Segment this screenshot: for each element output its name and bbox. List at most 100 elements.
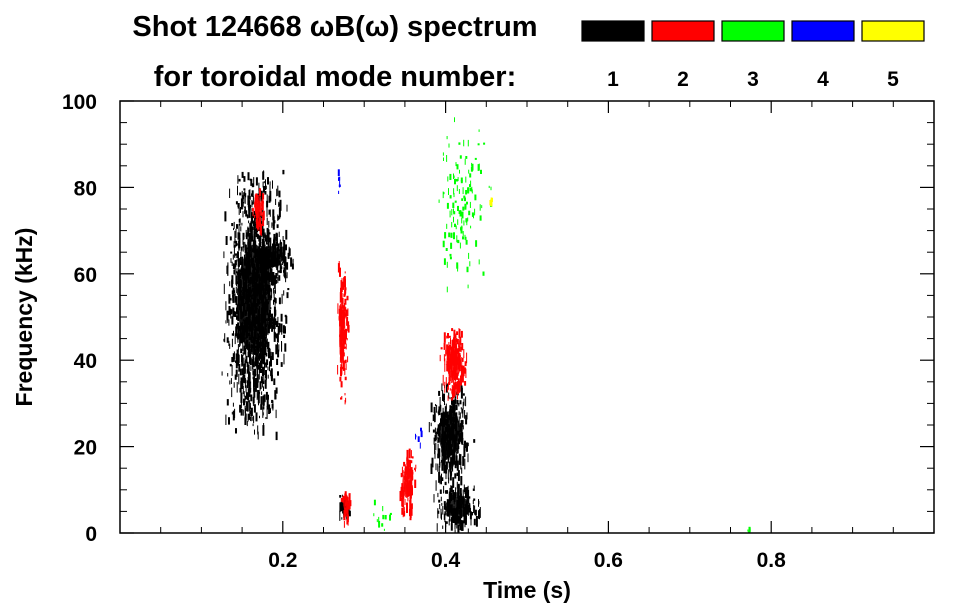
mark-mode-1 [259,381,262,389]
mark-mode-1 [269,239,271,247]
mark-mode-1 [277,316,279,325]
mark-mode-3 [446,202,449,209]
mark-mode-1 [271,399,274,404]
mark-mode-1 [253,354,255,364]
mark-mode-1 [257,365,260,370]
mark-mode-1 [458,403,460,407]
mark-mode-1 [258,363,261,371]
mark-mode-1 [430,422,432,427]
mark-mode-1 [276,333,279,343]
mark-mode-2 [452,339,454,346]
mark-mode-3 [462,236,464,240]
mark-mode-1 [239,269,241,273]
mark-mode-2 [459,329,461,338]
mark-mode-1 [232,254,234,260]
mark-mode-2 [407,498,409,502]
mark-mode-1 [263,372,265,383]
mark-mode-4 [417,436,420,442]
mark-mode-1 [460,387,463,399]
mark-mode-1 [443,462,446,474]
mark-mode-1 [286,272,288,279]
mark-mode-1 [260,396,263,405]
mark-mode-1 [254,239,256,245]
mark-mode-3 [471,163,474,171]
mark-mode-1 [250,240,252,251]
mark-mode-1 [228,319,230,326]
mark-core-mode-2 [339,300,345,365]
mark-mode-1 [228,417,230,425]
mark-mode-1 [281,293,283,304]
mark-mode-1 [275,387,278,394]
mark-mode-1 [242,352,244,356]
mark-mode-1 [269,184,271,192]
mark-mode-1 [247,365,249,371]
mark-mode-1 [255,177,258,186]
spectrum-marks [221,117,751,533]
mark-mode-2 [259,217,262,226]
mark-mode-1 [242,386,244,395]
mark-mode-3 [448,188,449,195]
mark-mode-1 [240,334,243,344]
mark-mode-1 [270,370,273,377]
mark-mode-1 [459,520,461,530]
mark-mode-1 [250,414,252,422]
mark-mode-1 [284,343,287,352]
mark-mode-1 [236,307,237,314]
mark-mode-1 [239,336,241,348]
mark-mode-1 [444,511,446,523]
mark-mode-1 [240,198,243,210]
mark-mode-2 [346,295,349,301]
mark-mode-1 [237,313,239,318]
mark-mode-1 [276,224,279,228]
mark-mode-1 [230,251,233,254]
mark-mode-1 [273,242,274,247]
mark-mode-3 [457,205,459,211]
mark-mode-1 [283,334,286,338]
mark-mode-1 [434,443,436,455]
mark-mode-1 [277,276,279,284]
mark-mode-3 [478,129,480,132]
mark-mode-1 [265,391,268,400]
mark-mode-1 [257,366,258,376]
mark-mode-1 [256,381,259,388]
mark-mode-4 [415,433,416,440]
mark-mode-1 [455,513,457,524]
mark-mode-1 [257,390,260,399]
mark-mode-1 [245,235,248,240]
mark-mode-3 [459,210,462,217]
mark-mode-1 [478,500,480,505]
mark-mode-1 [247,195,250,205]
mark-mode-2 [348,493,351,504]
mark-mode-1 [438,471,441,483]
mark-mode-1 [258,265,260,272]
mark-mode-1 [270,272,272,279]
mark-mode-1 [460,520,462,529]
mark-mode-1 [235,324,238,329]
chart-title-line1: Shot 124668 ωB(ω) spectrum [132,11,537,43]
mark-mode-1 [455,398,457,404]
mark-mode-1 [249,232,251,240]
mark-mode-1 [440,412,443,421]
mark-mode-3 [459,242,461,249]
mark-mode-3 [459,155,462,159]
mark-mode-1 [437,436,439,439]
mark-mode-1 [265,352,268,357]
mark-mode-2 [464,381,467,386]
mark-mode-1 [472,488,475,491]
mark-mode-3 [384,515,387,520]
mark-mode-1 [259,353,260,361]
mark-mode-1 [271,278,273,282]
mark-mode-1 [257,425,259,435]
mark-mode-2 [453,377,455,387]
mark-mode-3 [466,201,468,205]
mark-mode-4 [338,176,341,181]
mark-mode-1 [233,382,235,388]
mark-mode-1 [435,404,437,407]
mark-mode-1 [269,361,270,372]
mark-mode-1 [240,409,243,416]
mark-mode-2 [449,344,451,350]
mark-mode-2 [401,466,403,477]
mark-mode-3 [449,256,452,260]
y-tick-label: 40 [74,350,97,373]
mark-mode-1 [275,198,277,205]
